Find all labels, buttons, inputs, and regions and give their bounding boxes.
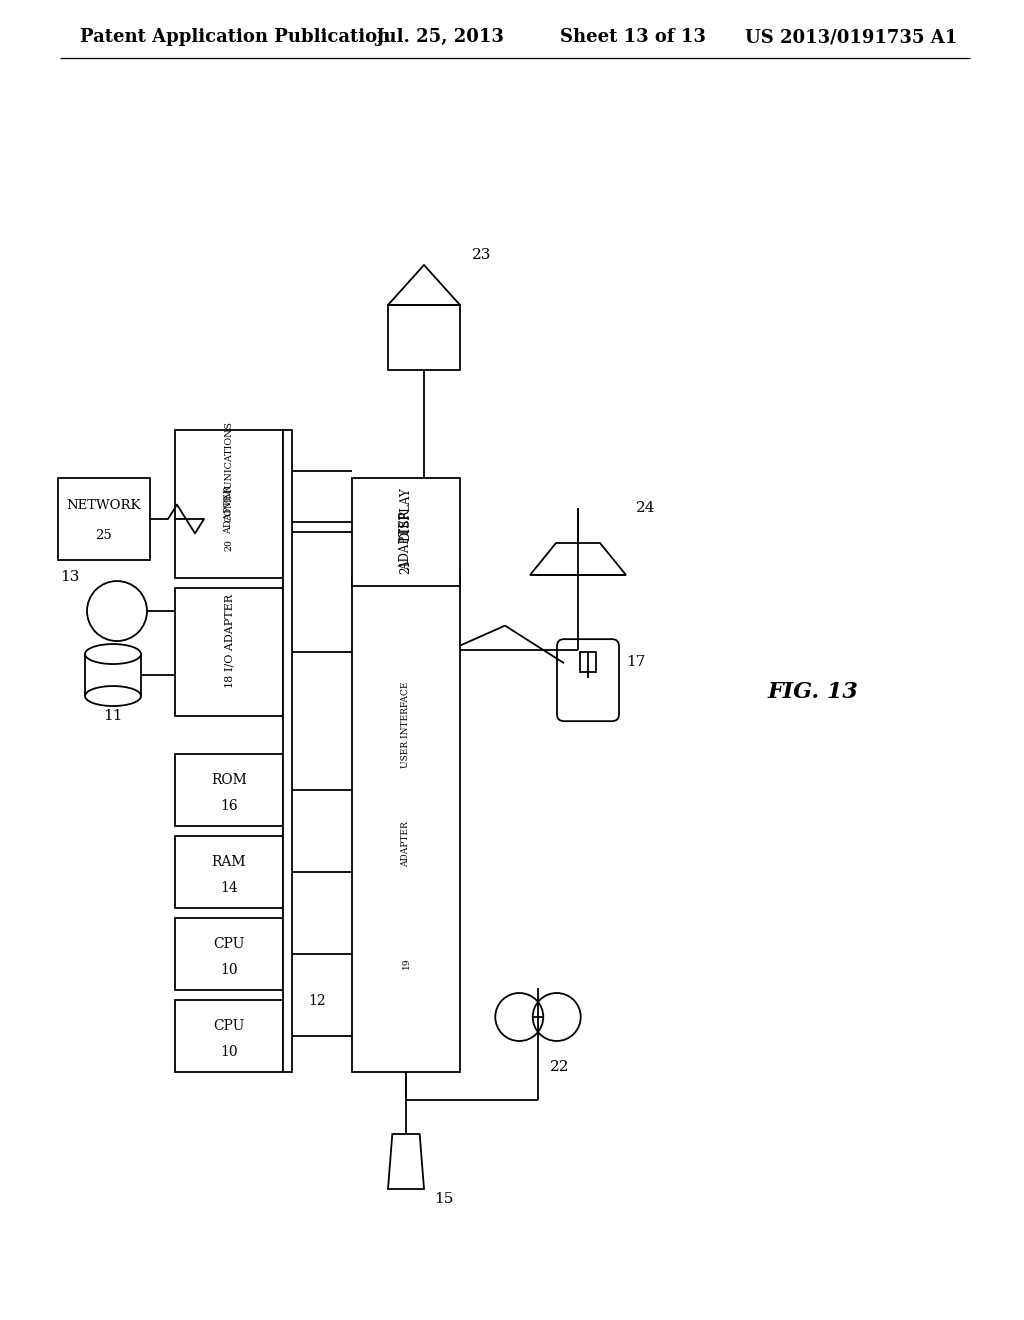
Bar [352, 478, 460, 586]
Text: 16: 16 [220, 799, 238, 813]
Bar [352, 576, 460, 1072]
Text: 22: 22 [550, 1060, 569, 1074]
Text: 21: 21 [399, 560, 413, 574]
Text: 10: 10 [220, 1045, 238, 1059]
Text: ADAPTER: ADAPTER [224, 486, 233, 533]
Text: COMMUNICATIONS: COMMUNICATIONS [224, 421, 233, 521]
Bar [175, 587, 283, 715]
Text: ADAPTER: ADAPTER [399, 511, 413, 570]
Text: ROM: ROM [211, 774, 247, 787]
Text: 11: 11 [103, 709, 123, 723]
Text: RAM: RAM [212, 855, 246, 869]
Text: Patent Application Publication: Patent Application Publication [80, 28, 390, 46]
Text: Jul. 25, 2013: Jul. 25, 2013 [375, 28, 504, 46]
Bar [175, 754, 283, 826]
Text: Sheet 13 of 13: Sheet 13 of 13 [560, 28, 706, 46]
Text: FIG. 13: FIG. 13 [768, 681, 859, 704]
Bar [175, 836, 283, 908]
Text: 20: 20 [224, 540, 233, 552]
Bar [283, 430, 292, 1072]
Text: I/O ADAPTER: I/O ADAPTER [224, 594, 234, 672]
Text: USER INTERFACE: USER INTERFACE [401, 681, 411, 768]
Text: 23: 23 [472, 248, 492, 261]
Bar [175, 1001, 283, 1072]
Text: 15: 15 [434, 1192, 454, 1206]
Text: ADAPTER: ADAPTER [401, 821, 411, 867]
Bar [175, 430, 283, 578]
Bar [175, 917, 283, 990]
Text: DISPLAY: DISPLAY [399, 487, 413, 540]
Text: 10: 10 [220, 962, 238, 977]
Text: 17: 17 [626, 655, 645, 669]
Bar [388, 305, 460, 370]
Text: 25: 25 [95, 529, 113, 543]
Text: NETWORK: NETWORK [67, 499, 141, 512]
Bar [580, 652, 596, 672]
Text: 13: 13 [59, 570, 79, 583]
Text: CPU: CPU [213, 937, 245, 950]
Bar [58, 478, 150, 560]
Text: 12: 12 [308, 994, 326, 1008]
Text: 18: 18 [224, 673, 234, 688]
Text: 24: 24 [636, 502, 655, 515]
Text: 14: 14 [220, 880, 238, 895]
Text: 19: 19 [401, 957, 411, 969]
Text: CPU: CPU [213, 1019, 245, 1034]
Text: US 2013/0191735 A1: US 2013/0191735 A1 [745, 28, 957, 46]
